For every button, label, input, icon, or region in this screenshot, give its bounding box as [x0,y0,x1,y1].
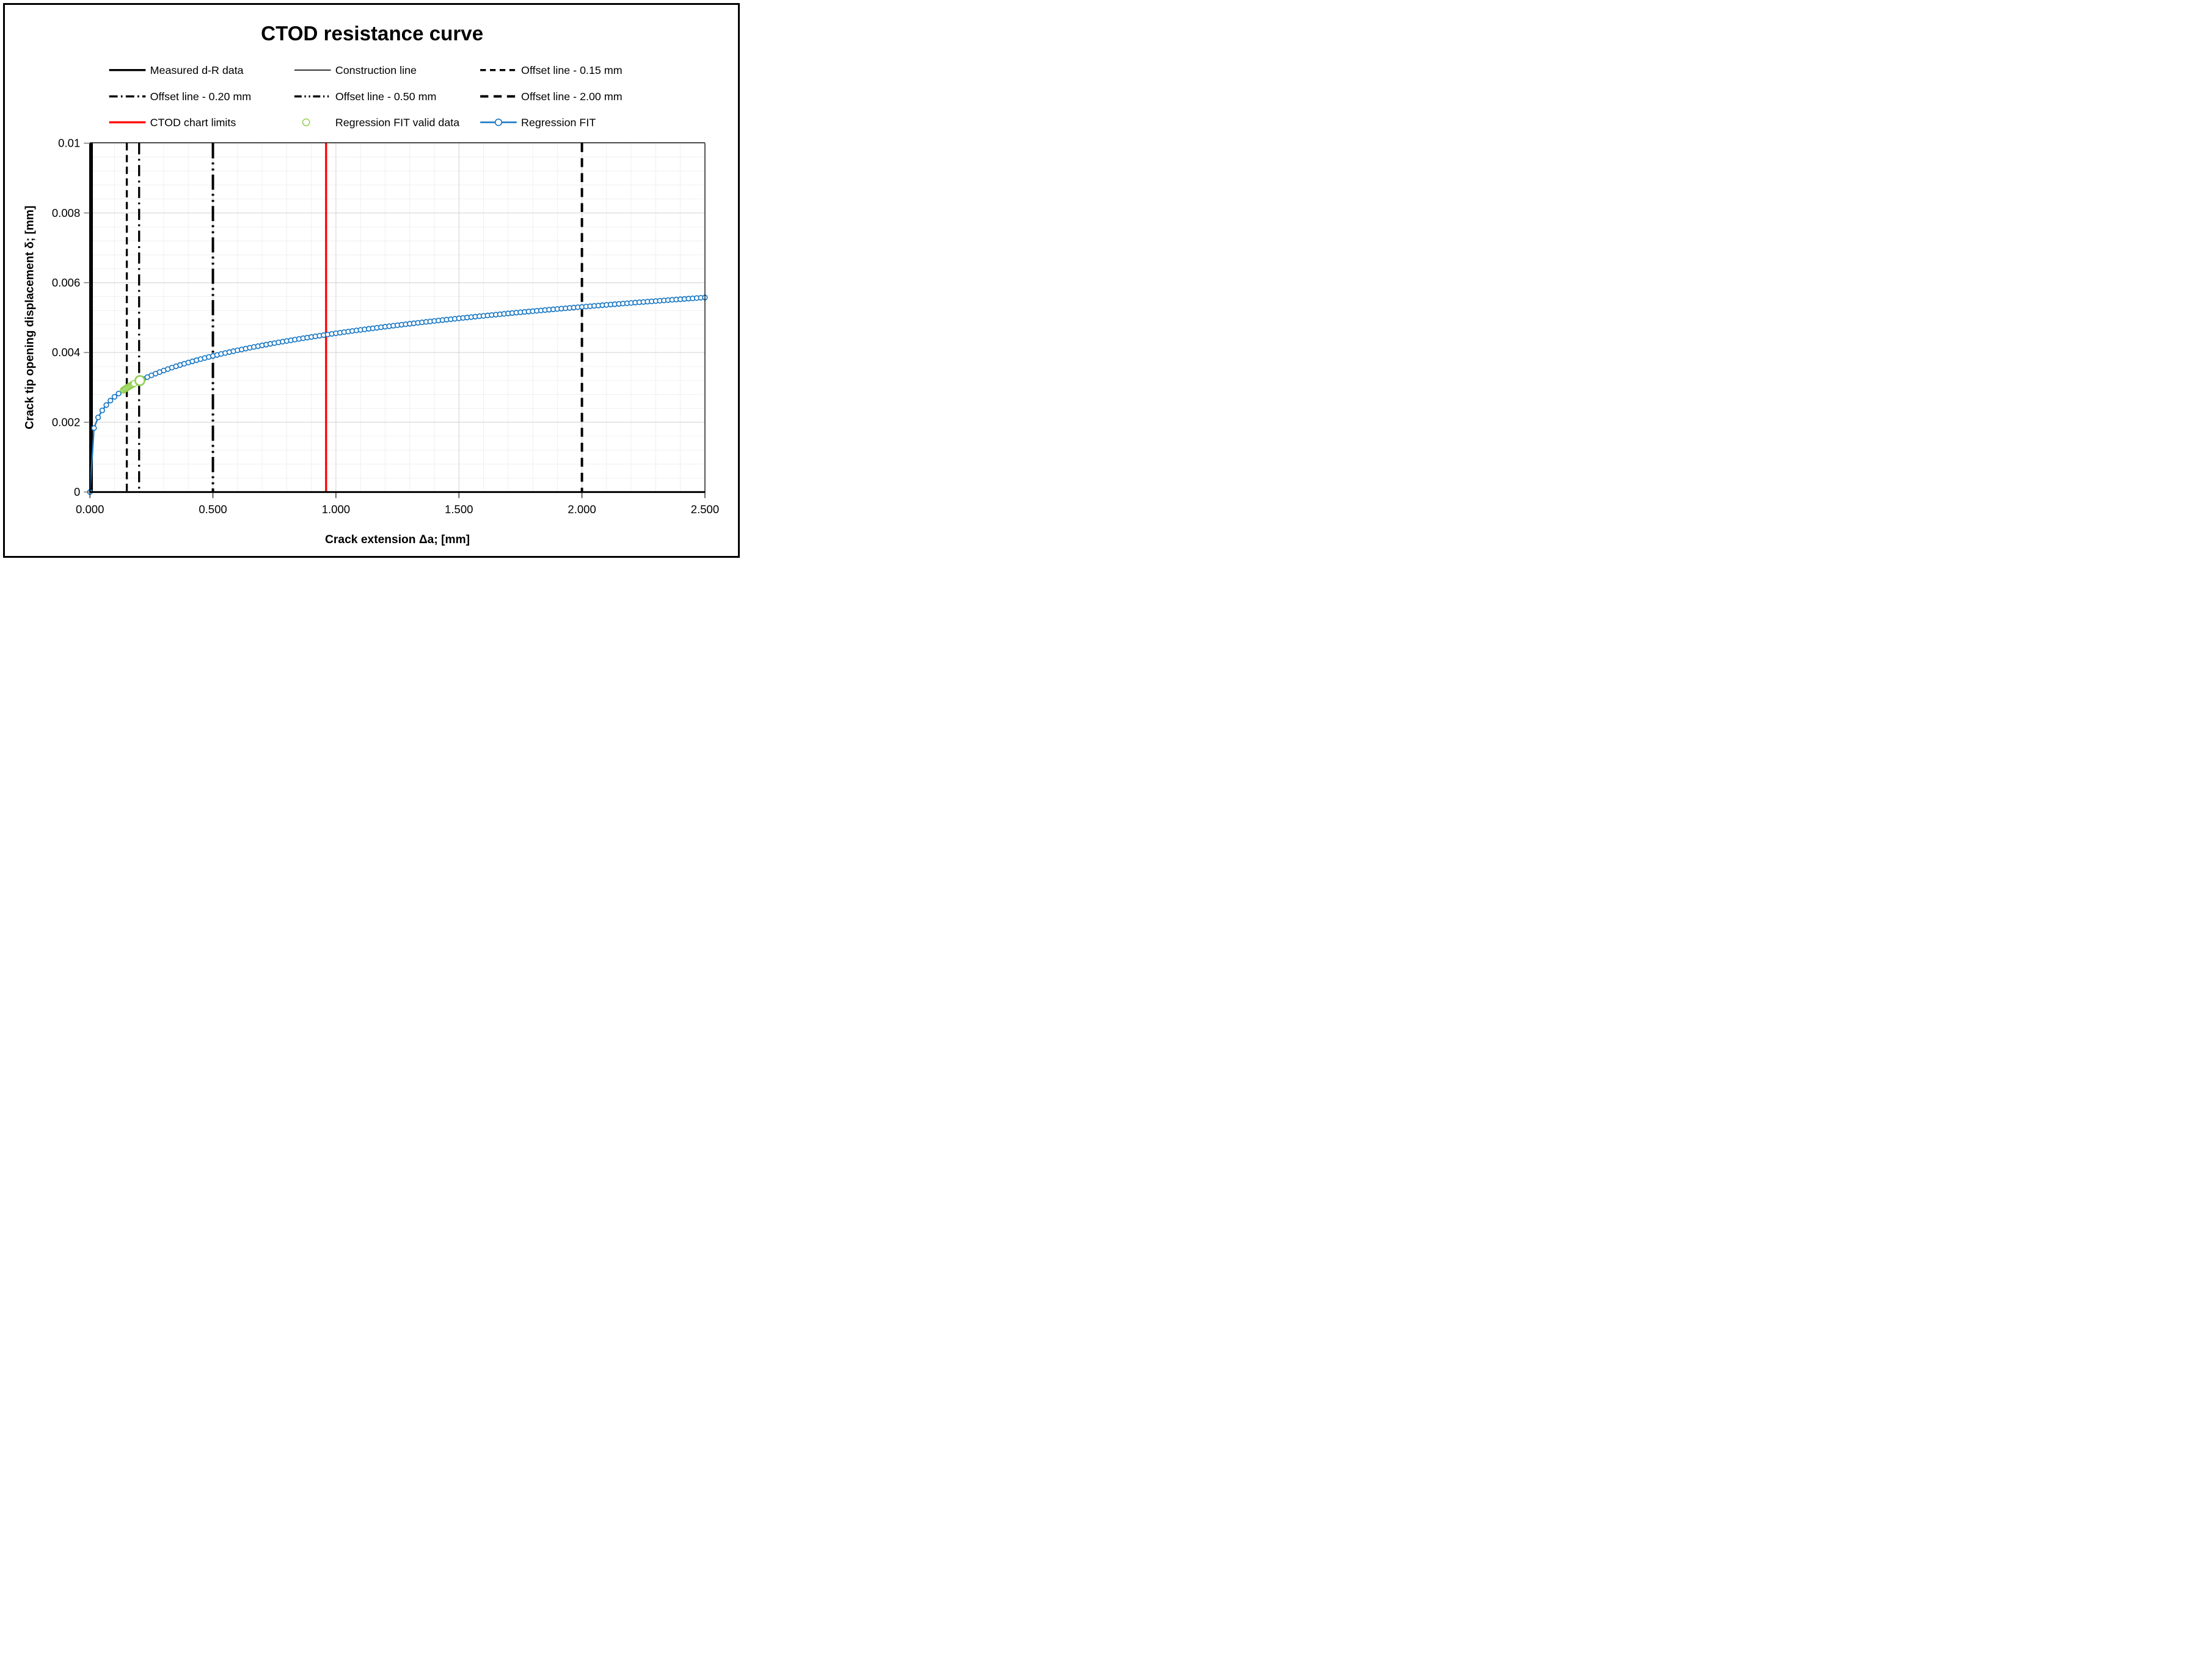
y-axis-title: Crack tip opening displacement δ; [mm] [23,206,36,429]
chart-title: CTOD resistance curve [261,23,483,45]
ctod-chart-figure: 0.000 0.500 1.000 1.500 2.000 2.500 0 0.002 0.00… [3,3,740,558]
legend-label-1: Construction line [335,64,417,76]
y-tick-label: 0.004 [52,346,80,359]
x-axis-title: Crack extension Δa; [mm] [325,533,470,546]
legend-label-6: CTOD chart limits [150,117,236,129]
y-tick-label: 0.01 [58,137,80,150]
legend-label-5: Offset line - 2.00 mm [521,90,622,103]
legend-label-3: Offset line - 0.20 mm [150,90,252,103]
y-tick-label: 0 [74,486,80,499]
regression-fit-marker [108,398,114,404]
regression-fit-marker [91,425,97,431]
legend-label-2: Offset line - 0.15 mm [521,64,622,76]
regression-fit-marker [103,402,109,408]
y-tick-label: 0.002 [52,415,80,428]
y-tick-label: 0.006 [52,276,80,289]
legend-label-8: Regression FIT [521,117,596,129]
ctod-resistance-chart: 0.000 0.500 1.000 1.500 2.000 2.500 0 0.002 0.00… [23,23,719,546]
legend-marker-swatch-7 [302,118,310,126]
legend-marker-swatch-8 [494,119,503,126]
page: 0.000 0.500 1.000 1.500 2.000 2.500 0 0.002 0.00… [0,0,2212,561]
x-tick-label: 0.500 [199,503,227,516]
x-tick-label: 2.000 [568,503,596,516]
x-tick-label: 0.000 [76,503,104,516]
regression-fit-marker [99,408,105,414]
regression-fit-marker [115,390,122,397]
legend-label-4: Offset line - 0.50 mm [335,90,437,103]
x-tick-label: 1.500 [445,503,473,516]
legend-label-0: Measured d-R data [150,64,244,76]
x-tick-label: 2.500 [691,503,719,516]
x-tick-label: 1.000 [322,503,350,516]
valid-data-marker-highlight [134,375,145,386]
regression-fit-marker [111,393,118,400]
y-tick-label: 0.008 [52,207,80,219]
legend-label-7: Regression FIT valid data [335,117,459,129]
regression-fit-marker [95,414,101,420]
